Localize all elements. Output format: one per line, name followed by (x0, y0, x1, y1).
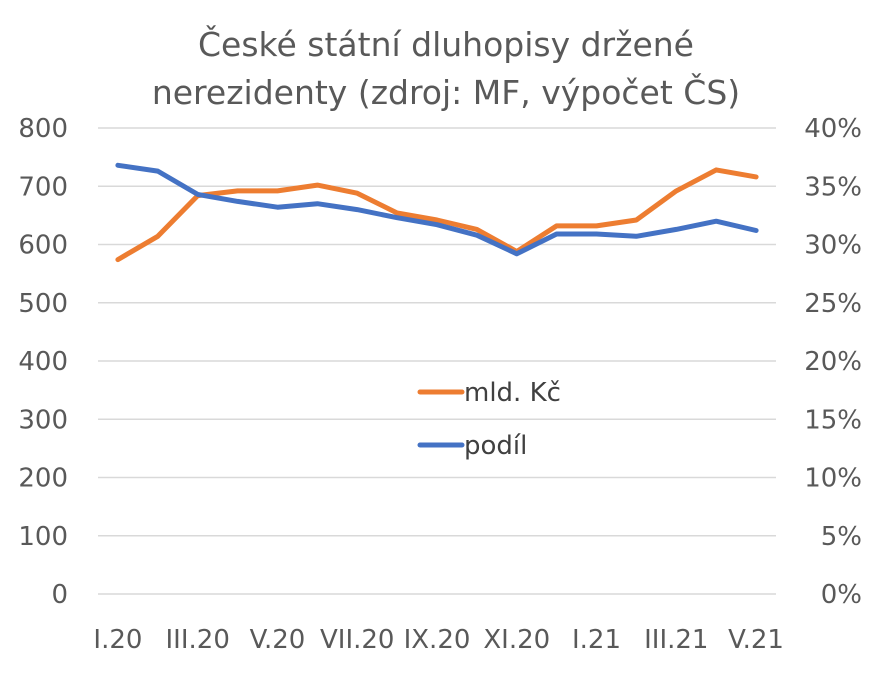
right-axis-tick-label: 5% (821, 522, 862, 552)
left-axis-tick-label: 300 (18, 405, 68, 435)
left-axis-tick-label: 100 (18, 522, 68, 552)
left-axis-tick-label: 500 (18, 289, 68, 319)
x-axis-tick-label: IX.20 (404, 625, 471, 655)
chart-title-line-1: České státní dluhopisy držené (198, 24, 694, 64)
left-axis-tick-label: 400 (18, 347, 68, 377)
x-axis-tick-label: I.21 (572, 625, 621, 655)
x-axis-tick-label: VII.20 (320, 625, 394, 655)
left-axis-tick-label: 200 (18, 464, 68, 494)
right-axis-tick-label: 25% (804, 289, 862, 319)
right-axis-tick-label: 0% (821, 580, 862, 610)
x-axis-tick-label: V.20 (250, 625, 306, 655)
right-axis-ticks: 0% 5% 10% 15% 20% 25% 30% 35% 40% (804, 114, 862, 610)
left-axis-tick-label: 0 (51, 580, 68, 610)
right-axis-tick-label: 10% (804, 464, 862, 494)
right-axis-tick-label: 15% (804, 405, 862, 435)
right-axis-tick-label: 20% (804, 347, 862, 377)
left-axis-tick-label: 700 (18, 172, 68, 202)
right-axis-tick-label: 30% (804, 231, 862, 261)
x-axis-tick-label: V.21 (728, 625, 784, 655)
legend-label: podíl (464, 431, 527, 461)
gridlines (98, 127, 776, 595)
series-line-podil (115, 162, 759, 257)
x-axis-tick-label: XI.20 (483, 625, 550, 655)
left-axis-tick-label: 600 (18, 231, 68, 261)
legend: mld. Kč podíl (417, 378, 561, 461)
left-axis-tick-label: 800 (18, 114, 68, 144)
x-axis-tick-label: III.20 (166, 625, 230, 655)
chart-title-line-2: nerezidenty (zdroj: MF, výpočet ČS) (152, 72, 740, 112)
series-line-mld-kc (115, 167, 759, 263)
x-axis-tick-label: III.21 (644, 625, 708, 655)
series-lines (115, 162, 759, 263)
legend-label: mld. Kč (464, 378, 561, 408)
right-axis-tick-label: 35% (804, 172, 862, 202)
x-axis-ticks: I.20 III.20 V.20 VII.20 IX.20 XI.20 I.21 III.21… (93, 625, 784, 655)
x-axis-tick-label: I.20 (93, 625, 142, 655)
right-axis-tick-label: 40% (804, 114, 862, 144)
left-axis-ticks: 0 100 200 300 400 500 600 700 800 (18, 114, 68, 610)
